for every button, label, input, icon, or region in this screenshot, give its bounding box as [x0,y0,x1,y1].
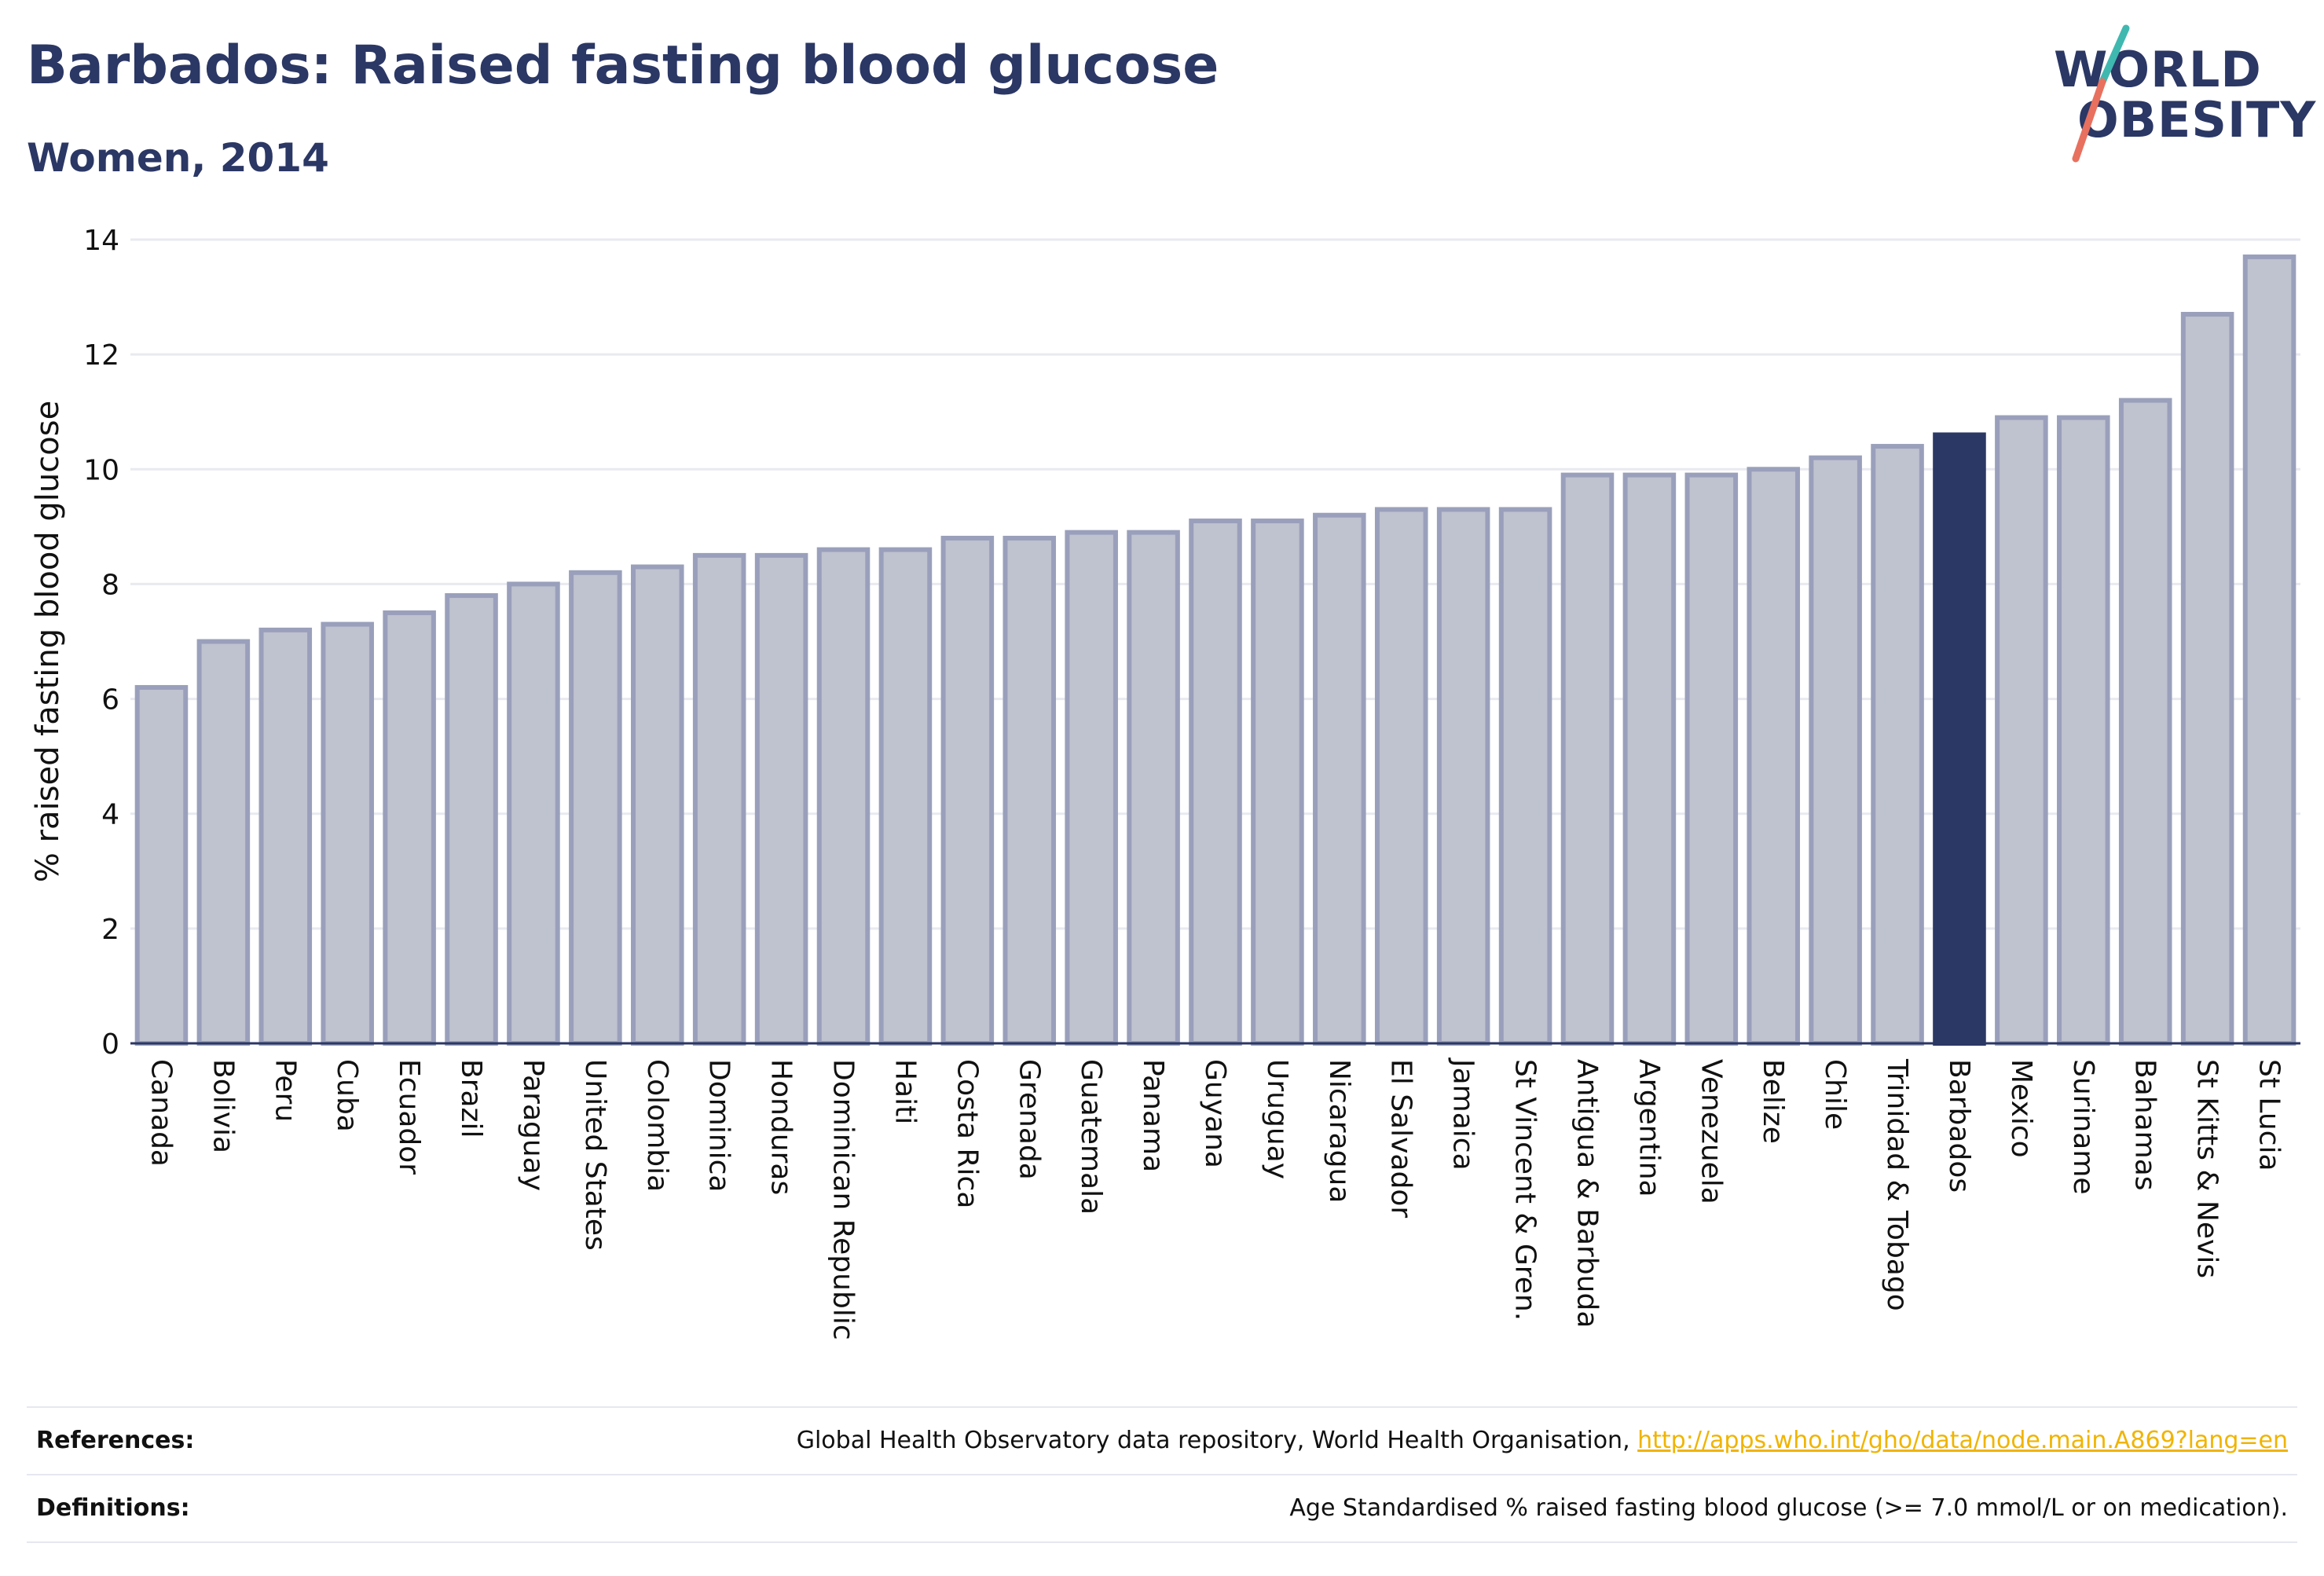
world-obesity-logo: WORLD OBESITY [2043,24,2315,165]
x-tick-label: Dominican Republic [827,1059,860,1340]
bar-peru [258,627,313,1046]
x-tick-label: Panama [1137,1059,1169,1172]
x-tick-label: St Lucia [2253,1059,2286,1171]
bar-st-lucia [2242,254,2297,1046]
references-row: References: Global Health Observatory da… [27,1406,2297,1474]
x-tick-label: Trinidad & Tobago [1881,1058,1913,1311]
chart-title: Barbados: Raised fasting blood glucose [27,35,1219,97]
y-tick-label: 10 [83,454,119,486]
references-value: Global Health Observatory data repositor… [797,1427,2288,1454]
x-tick-label: St Kitts & Nevis [2191,1059,2223,1278]
references-link[interactable]: http://apps.who.int/gho/data/node.main.A… [1637,1427,2288,1454]
y-axis-ticks: 0 2 4 6 8 10 12 14 [83,225,119,1061]
bar-bolivia [196,639,251,1046]
y-tick-label: 6 [101,684,119,717]
x-tick-label: Suriname [2067,1059,2099,1195]
x-tick-label: St Vincent & Gren. [1509,1059,1541,1321]
x-axis-ticks: Canada Bolivia Peru Cuba Ecuador Brazil Paragu… [145,1057,2285,1340]
x-tick-label: Haiti [889,1059,921,1124]
x-tick-label: Guatemala [1075,1059,1107,1215]
x-tick-label: Dominica [703,1059,735,1193]
bar-dominica [692,552,746,1046]
bar-chile [1809,455,1862,1046]
bar-antigua-barbuda [1560,472,1615,1046]
y-tick-label: 2 [101,914,119,946]
definitions-label: Definitions: [36,1494,190,1522]
x-tick-label: Honduras [765,1059,797,1195]
x-tick-label: Uruguay [1261,1059,1293,1179]
bar-st-kitts-nevis [2180,311,2234,1046]
bar-chart: 0 2 4 6 8 10 12 14 Canada Bolivia Peru Cuba Ecuador… [30,225,2300,1340]
definitions-row: Definitions: Age Standardised % raised f… [27,1474,2297,1543]
bars [134,254,2297,1046]
bar-guatemala [1065,530,1118,1046]
x-tick-label: Bahamas [2129,1059,2161,1191]
y-tick-label: 14 [83,225,119,257]
x-tick-label: Bolivia [207,1059,239,1153]
bar-belize [1747,467,1801,1046]
x-tick-label: Ecuador [393,1059,425,1175]
definitions-value: Age Standardised % raised fasting blood … [1289,1494,2288,1522]
x-tick-label: Chile [1819,1059,1851,1130]
bar-honduras [754,552,808,1046]
bar-st-vincent-gren [1498,507,1552,1046]
x-tick-label: United States [579,1059,611,1251]
y-tick-label: 8 [101,569,119,601]
bar-suriname [2057,415,2110,1046]
bar-jamaica [1436,507,1490,1046]
bar-cuba [321,621,374,1046]
bar-brazil [445,593,498,1046]
bar-dominican-republic [816,547,871,1046]
bar-grenada [1003,535,1057,1046]
y-tick-label: 0 [101,1028,119,1061]
bar-barbados [1933,432,1986,1046]
y-axis-label: % raised fasting blood glucose [30,401,66,882]
bar-colombia [630,564,684,1046]
bar-paraguay [507,581,560,1046]
bar-el-salvador [1374,507,1428,1046]
bar-bahamas [2118,398,2172,1046]
bar-nicaragua [1313,512,1366,1046]
x-tick-label: Cuba [331,1059,363,1132]
bar-uruguay [1251,519,1304,1046]
x-tick-label: Jamaica [1447,1057,1479,1171]
x-tick-label: Costa Rica [951,1059,983,1208]
x-tick-label: Barbados [1943,1059,1975,1193]
bar-costa-rica [940,535,995,1046]
logo-text-world: WORLD [2054,41,2262,98]
bar-united-states [569,570,622,1046]
references-text: Global Health Observatory data repositor… [796,1427,1638,1454]
x-tick-label: Paraguay [517,1059,549,1191]
bar-haiti [878,547,933,1046]
chart-subtitle: Women, 2014 [27,135,329,181]
x-tick-label: Brazil [455,1059,487,1138]
bar-mexico [1995,415,2048,1046]
bar-guyana [1189,519,1242,1046]
x-tick-label: Guyana [1199,1059,1231,1168]
x-tick-label: El Salvador [1385,1059,1417,1218]
x-tick-label: Belize [1757,1059,1789,1144]
bar-venezuela [1684,472,1739,1046]
bar-ecuador [383,610,436,1046]
logo-slash-icon [2072,24,2130,163]
x-tick-label: Colombia [641,1059,673,1192]
logo-text-obesity: OBESITY [2077,91,2317,148]
references-table: References: Global Health Observatory da… [27,1406,2297,1543]
x-tick-label: Grenada [1013,1059,1045,1180]
x-tick-label: Venezuela [1695,1059,1727,1204]
y-tick-label: 12 [83,339,119,372]
bar-argentina [1622,472,1677,1046]
x-tick-label: Antigua & Barbuda [1571,1059,1603,1328]
y-tick-label: 4 [101,799,119,831]
references-label: References: [36,1427,195,1454]
x-tick-label: Peru [269,1059,301,1122]
bar-panama [1127,530,1180,1046]
x-tick-label: Argentina [1633,1059,1665,1197]
bar-canada [134,684,189,1046]
x-tick-label: Mexico [2005,1059,2037,1158]
x-tick-label: Nicaragua [1323,1059,1355,1203]
x-tick-label: Canada [145,1059,177,1167]
bar-trinidad-tobago [1871,444,1924,1046]
